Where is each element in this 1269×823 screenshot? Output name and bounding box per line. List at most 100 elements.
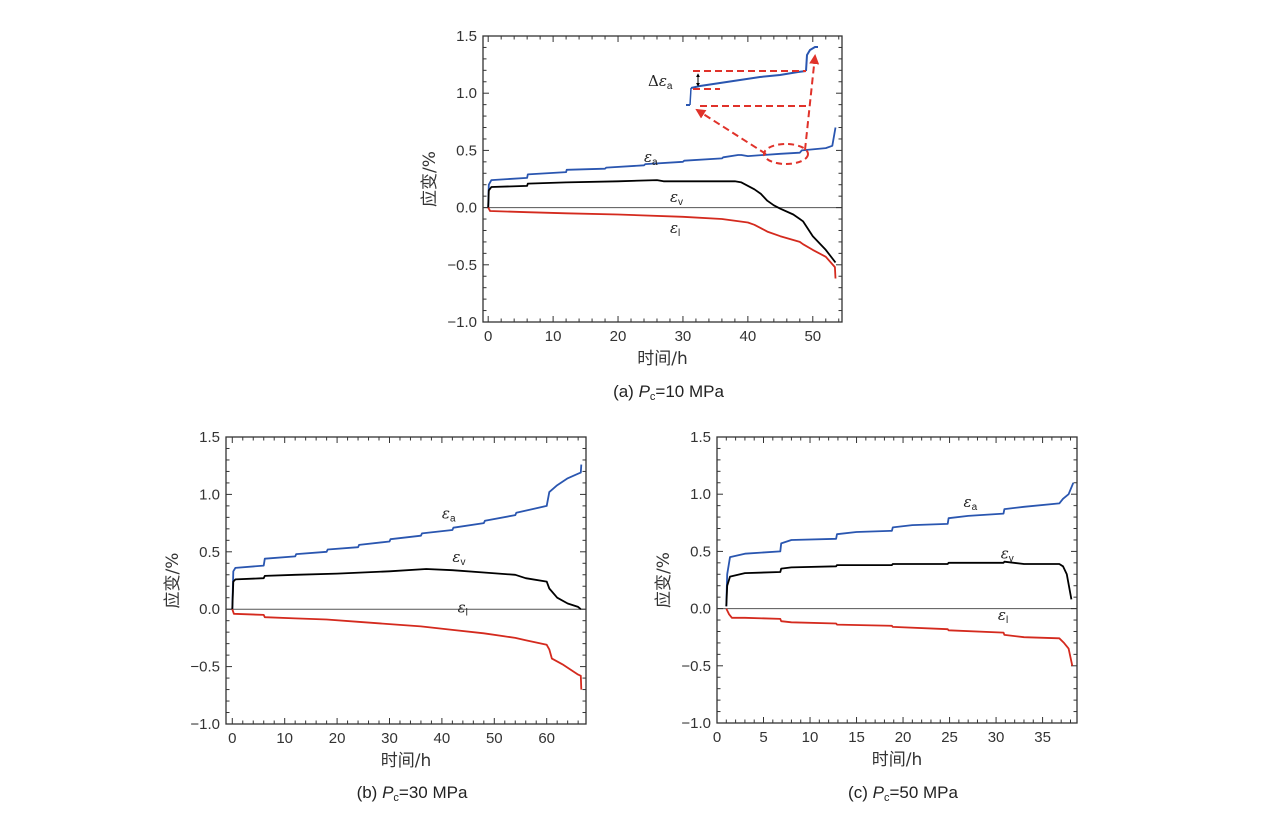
figure-caption: (c) Pc=50 MPa [848,783,958,804]
x-axis-label: 时间/h [872,750,923,770]
inset-curve-jump [689,87,692,106]
y-axis-label: 应变/% [420,151,440,207]
y-tick-label: −0.5 [447,257,477,274]
series-line-a [725,482,1075,607]
series-label-main: ε [1001,544,1009,562]
series-label-sub: v [1009,553,1014,564]
plot-frame [225,436,587,725]
y-tick-label: 0.5 [456,142,477,159]
series-label-v: εv [1001,544,1014,564]
caption-prefix: (c) [848,783,873,802]
x-tick-label: 35 [1034,729,1051,746]
caption-sub: c [393,792,399,804]
x-tick-label: 20 [329,730,346,747]
series-label-main: ε [998,606,1006,624]
x-tick-label: 25 [941,729,958,746]
x-tick-label: 20 [610,328,627,345]
y-tick-label: 1.5 [199,429,220,446]
series-label-sub: a [972,502,978,513]
y-tick-label: 1.5 [456,28,477,45]
series-label-l: εl [458,599,468,619]
series-label-sub: a [450,514,456,525]
figure-caption: (b) Pc=30 MPa [357,783,468,804]
y-tick-label: 0.0 [199,601,220,618]
series-label-a: εa [644,148,658,168]
x-tick-label: 20 [895,729,912,746]
series-label-sub: a [652,157,658,168]
y-tick-label: 0.0 [456,200,477,217]
x-tick-label: 0 [713,729,721,746]
x-tick-label: 30 [988,729,1005,746]
inset-curve-end [805,46,818,72]
x-axis-label: 时间/h [637,349,688,369]
inset-arrow-left [695,108,767,155]
series-label-main: ε [452,548,460,566]
x-tick-label: 0 [484,328,492,345]
series-label-main: ε [670,219,678,237]
x-tick-label: 10 [802,729,819,746]
chart-panel-c: −1.0 −0.5 0.0 0.5 1.0 1.5 0 5 10 15 20 25 30 35 时间/h 应变… [654,429,1078,804]
caption-sub: c [650,391,656,403]
series-label-main: ε [458,599,466,617]
y-tick-label: −0.5 [190,659,220,676]
y-axis-label: 应变/% [163,553,183,609]
series-label-v: εv [670,188,683,208]
y-tick-label: −1.0 [190,716,220,733]
delta-label: Δεa [648,72,673,92]
highlight-ellipse [763,143,809,165]
y-tick-label: 0.0 [690,601,711,618]
x-tick-label: 10 [276,730,293,747]
y-tick-label: −1.0 [447,314,477,331]
y-tick-label: −0.5 [681,658,711,675]
series-line-l [231,608,583,690]
delta-sub: a [667,81,673,92]
series-label-sub: l [678,228,680,239]
x-tick-label: 15 [848,729,865,746]
inset-arrow-up [804,54,820,151]
x-tick-label: 30 [675,328,692,345]
series-label-main: ε [644,148,652,166]
series-line-v [487,179,837,264]
series-label-v: εv [452,548,465,568]
series-line-v [231,568,582,610]
series-label-sub: v [678,197,683,208]
y-tick-label: 0.5 [690,543,711,560]
caption-sub: c [884,792,890,804]
y-tick-label: 1.0 [199,486,220,503]
y-tick-label: 0.5 [199,544,220,561]
figure-caption: (a) Pc=10 MPa [613,382,724,403]
series-line-a [231,464,583,610]
y-tick-label: 1.0 [690,486,711,503]
x-tick-label: 30 [381,730,398,747]
x-tick-label: 10 [545,328,562,345]
x-tick-label: 5 [759,729,767,746]
series-line-a [487,127,837,208]
x-tick-label: 50 [804,328,821,345]
chart-panel-a: −1.0 −0.5 0.0 0.5 1.0 1.5 0 10 20 30 40 50 时间/h 应变/% ε… [420,28,843,403]
series-label-main: ε [442,505,450,523]
caption-value: =30 MPa [399,783,468,802]
series-label-sub: l [466,608,468,619]
plot-frame [482,35,843,323]
x-tick-label: 60 [538,730,555,747]
series-line-l [725,608,1074,666]
delta-eps: ε [659,72,667,90]
x-axis-label: 时间/h [381,751,432,771]
y-tick-label: −1.0 [681,715,711,732]
series-line-l [487,207,837,279]
chart-panel-b: −1.0 −0.5 0.0 0.5 1.0 1.5 0 10 20 30 40 50 60 时间/h 应变/… [163,429,587,804]
y-tick-label: 1.5 [690,429,711,446]
caption-value: =10 MPa [655,382,724,401]
series-label-l: εl [670,219,680,239]
x-tick-label: 50 [486,730,503,747]
series-label-a: εa [964,493,978,513]
series-label-main: ε [964,493,972,511]
caption-prefix: (b) [357,783,383,802]
series-label-a: εa [442,505,456,525]
caption-var: P [639,382,651,401]
inset-curve [690,70,807,89]
x-tick-label: 40 [740,328,757,345]
series-label-l: εl [998,606,1008,626]
delta-symbol: Δ [648,72,659,90]
